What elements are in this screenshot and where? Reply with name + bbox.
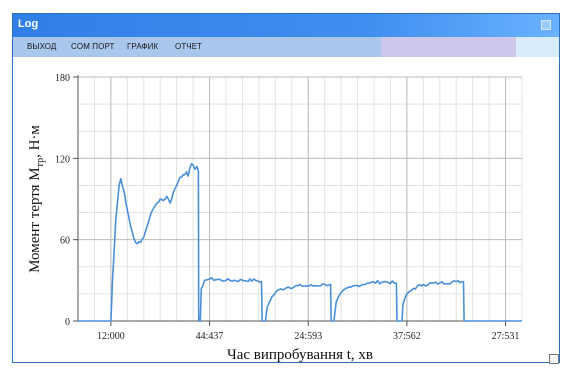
- menu-item-report[interactable]: ОТЧЕТ: [175, 42, 203, 51]
- y-tick-label: 120: [55, 154, 70, 165]
- menu-bar-highlight: [381, 37, 516, 57]
- y-tick-label: 0: [65, 317, 70, 328]
- y-tick-label: 60: [60, 236, 70, 247]
- log-window: Log ВЫХОД COM ПОРТ ГРАФИК ОТЧЕТ 0 60 120 18…: [12, 13, 560, 364]
- x-tick-label: 37:562: [393, 331, 421, 342]
- x-tick-label: 27:531: [492, 331, 520, 342]
- y-axis-label: Момент тертя Mтр, Н·м: [27, 125, 46, 273]
- menu-item-com-port[interactable]: COM ПОРТ: [71, 42, 115, 51]
- title-bar[interactable]: Log: [13, 14, 559, 37]
- x-axis-label: Час випробування t, хв: [227, 347, 373, 362]
- menu-bar: ВЫХОД COM ПОРТ ГРАФИК ОТЧЕТ: [13, 37, 559, 57]
- menu-bar-tail: [516, 37, 559, 57]
- x-tick-labels: 12:000 44:437 24:593 37:562 27:531: [97, 321, 519, 342]
- chart-area: 0 60 120 180 12:000 44:437 24:593 37:562 27:531…: [13, 57, 559, 363]
- x-tick-label: 12:000: [97, 331, 125, 342]
- series-line-friction-torque: [78, 163, 522, 322]
- window-control-icon[interactable]: [541, 20, 551, 30]
- menu-item-graph[interactable]: ГРАФИК: [127, 42, 159, 51]
- menu-item-exit[interactable]: ВЫХОД: [27, 42, 57, 51]
- y-tick-label: 180: [55, 73, 70, 84]
- chart-grid: [77, 76, 523, 322]
- y-tick-labels: 0 60 120 180: [55, 73, 78, 328]
- window-title: Log: [18, 18, 39, 30]
- chart-axes: [77, 75, 522, 322]
- resize-grip-icon[interactable]: [549, 354, 559, 364]
- x-tick-label: 44:437: [196, 331, 224, 342]
- x-tick-label: 24:593: [294, 331, 322, 342]
- friction-torque-chart: 0 60 120 180 12:000 44:437 24:593 37:562 27:531…: [27, 73, 523, 363]
